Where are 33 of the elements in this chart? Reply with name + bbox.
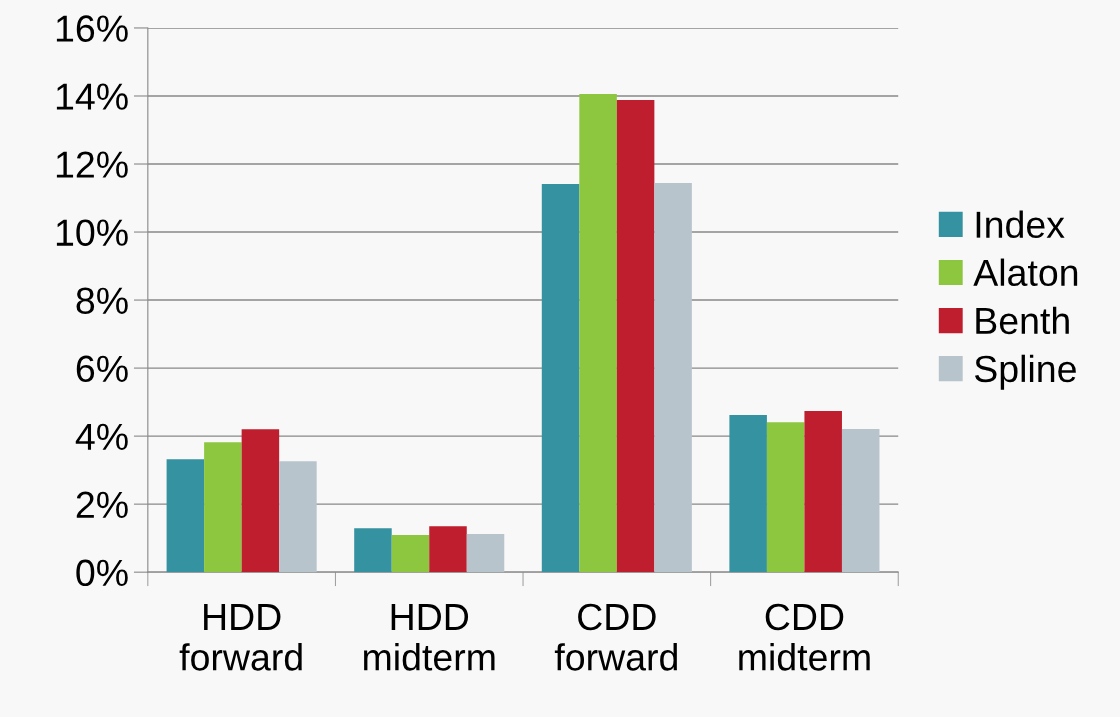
y-tick-label: 8% [76,287,128,315]
y-tick-label: 6% [76,355,128,383]
bar [616,100,655,573]
bar [241,429,280,573]
bar [466,534,505,573]
bar [579,93,617,573]
bar [841,428,880,573]
y-tick-label: 10% [56,219,128,246]
x-tick-label: CDD midterm [739,603,870,671]
bar [654,183,692,573]
bar [729,415,767,573]
bar [429,526,467,573]
bar [204,442,242,573]
x-tick-label: CDD forward [554,603,677,671]
bar [166,459,205,573]
legend-label: Benth [976,306,1069,335]
bar [541,184,580,573]
bar [766,422,805,573]
bar [391,535,430,573]
legend-label: Spline [974,354,1076,390]
legend-label: Index [976,210,1065,239]
y-tick-label: 14% [56,83,128,110]
bar [804,410,842,573]
y-tick-label: 2% [76,491,128,518]
y-tick-label: 12% [56,151,128,178]
bar [279,461,317,573]
x-tick-label: HDD midterm [364,604,495,671]
legend-label: Alaton [973,258,1078,287]
x-tick-label: HDD forward [179,604,302,671]
y-tick-label: 0% [76,559,128,587]
y-tick-label: 4% [75,423,128,450]
bar [354,528,392,573]
y-tick-label: 16% [56,15,128,42]
